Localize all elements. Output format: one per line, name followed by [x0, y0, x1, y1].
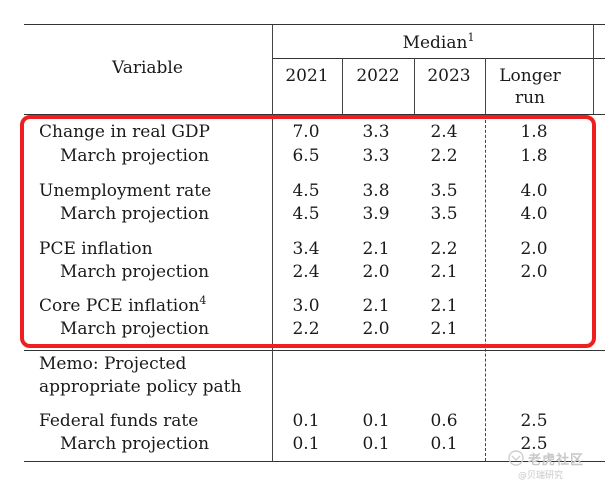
value-2023: 3.5 — [430, 204, 458, 224]
value-2021: 6.5 — [292, 146, 320, 166]
col-divider-longer-run — [485, 58, 486, 114]
value-2022: 0.1 — [362, 411, 390, 431]
value-2022: 3.8 — [362, 181, 390, 201]
value-2021: 3.0 — [292, 296, 320, 316]
value-2023: 2.1 — [430, 296, 458, 316]
bottom-rule — [24, 461, 605, 462]
value-2023: 2.4 — [430, 122, 458, 142]
watermark: 老虎社区 @贝瑞研究 — [506, 446, 604, 492]
col-divider-2023 — [414, 58, 415, 114]
row-label: March projection — [60, 146, 210, 166]
value-longer-run: 2.5 — [520, 434, 548, 454]
row-label: March projection — [60, 262, 210, 282]
value-2022: 2.1 — [362, 296, 390, 316]
year-2021-header: 2021 — [285, 66, 329, 86]
value-2022: 2.0 — [362, 262, 390, 282]
value-2023: 0.6 — [430, 411, 458, 431]
value-2023: 3.5 — [430, 181, 458, 201]
value-2021: 4.5 — [292, 204, 320, 224]
right-edge-rule — [593, 25, 594, 114]
value-2022: 3.9 — [362, 204, 390, 224]
value-2021: 7.0 — [292, 122, 320, 142]
value-2023: 0.1 — [430, 434, 458, 454]
value-2021: 3.4 — [292, 239, 320, 259]
tiger-logo-icon — [508, 450, 524, 466]
header-rule — [24, 114, 605, 115]
row-label: Unemployment rate — [39, 181, 212, 201]
value-2021: 2.2 — [292, 319, 320, 339]
value-longer-run: 4.0 — [520, 204, 548, 224]
col-divider-2022 — [342, 58, 343, 114]
value-2021: 0.1 — [292, 411, 320, 431]
memo-label-line2: appropriate policy path — [39, 377, 242, 397]
value-longer-run: 1.8 — [520, 122, 548, 142]
value-2023: 2.1 — [430, 262, 458, 282]
row-label: March projection — [60, 204, 210, 224]
memo-rule — [24, 350, 605, 351]
variable-header: Variable — [112, 58, 183, 78]
value-2021: 2.4 — [292, 262, 320, 282]
longer-run-header: Longer — [499, 66, 561, 86]
variable-divider — [272, 25, 273, 461]
value-longer-run: 1.8 — [520, 146, 548, 166]
value-longer-run: 2.0 — [520, 239, 548, 259]
row-label: March projection — [60, 434, 210, 454]
year-2023-header: 2023 — [427, 66, 471, 86]
value-longer-run: 2.0 — [520, 262, 548, 282]
value-2021: 4.5 — [292, 181, 320, 201]
highlight-box — [20, 115, 596, 348]
value-2022: 0.1 — [362, 434, 390, 454]
value-longer-run: 4.0 — [520, 181, 548, 201]
value-2021: 0.1 — [292, 434, 320, 454]
footnote-marker: 4 — [199, 294, 207, 307]
longer-run-header-line2: run — [514, 88, 546, 108]
year-2022-header: 2022 — [356, 66, 400, 86]
value-2022: 3.3 — [362, 146, 390, 166]
longer-run-dashed-divider — [485, 115, 486, 461]
value-2022: 2.0 — [362, 319, 390, 339]
row-label: PCE inflation — [39, 239, 153, 259]
value-2022: 2.1 — [362, 239, 390, 259]
watermark-text: 老虎社区 — [528, 453, 585, 468]
value-2022: 3.3 — [362, 122, 390, 142]
top-rule — [24, 24, 605, 25]
value-2023: 2.2 — [430, 239, 458, 259]
median-underline — [272, 58, 605, 59]
median-header: Median1 — [402, 31, 475, 53]
row-label: Core PCE inflation4 — [39, 294, 207, 316]
memo-label: Memo: Projected — [39, 354, 187, 374]
row-label: Change in real GDP — [39, 122, 210, 142]
watermark-handle: @贝瑞研究 — [518, 471, 564, 481]
row-label: March projection — [60, 319, 210, 339]
value-2023: 2.1 — [430, 319, 458, 339]
row-label: Federal funds rate — [39, 411, 199, 431]
value-2023: 2.2 — [430, 146, 458, 166]
value-longer-run: 2.5 — [520, 411, 548, 431]
